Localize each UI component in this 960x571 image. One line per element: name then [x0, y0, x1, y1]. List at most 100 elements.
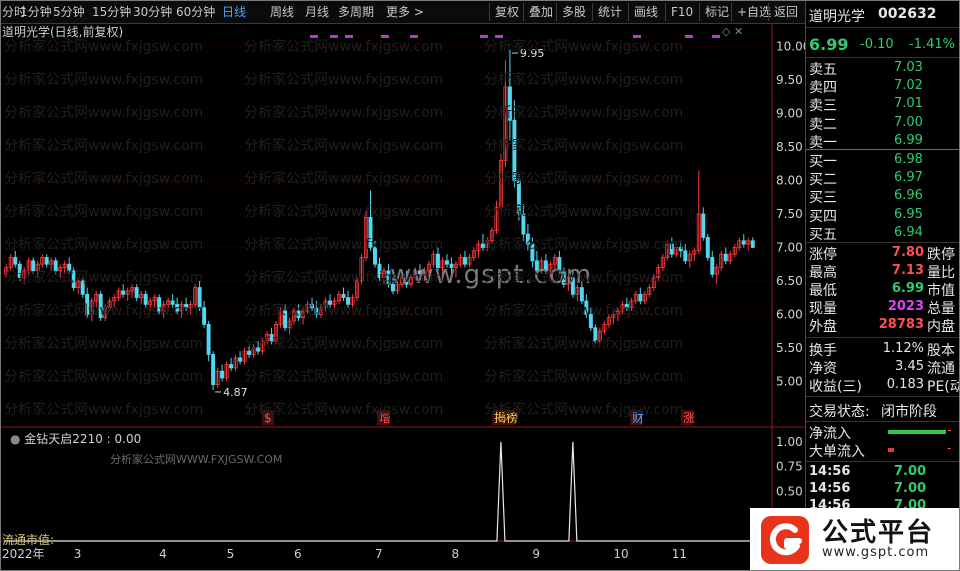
candle [723, 247, 728, 265]
candle [274, 321, 279, 345]
toolbar-button-2[interactable]: 多股 [562, 5, 587, 19]
faint-watermark: 分析家公式网www.fxjgsw.com [484, 336, 684, 352]
toolbar-button-0[interactable]: 复权 [495, 5, 520, 19]
candle [364, 210, 368, 261]
candle [660, 254, 665, 271]
candle [530, 237, 535, 268]
price-tick-label: 7.00 [776, 240, 803, 254]
stat-trail-label: 总量 [927, 301, 955, 317]
candle [701, 207, 706, 241]
candle [40, 254, 45, 268]
faint-watermark: 分析家公式网www.fxjgsw.com [4, 336, 204, 352]
candle [233, 354, 238, 372]
signal-marker [633, 35, 641, 38]
period-tab-3[interactable]: 15分钟 [92, 5, 132, 19]
faint-watermark: 分析家公式网www.fxjgsw.com [484, 204, 684, 220]
candle [323, 297, 328, 312]
divider [806, 421, 960, 422]
candle [431, 250, 436, 268]
candle [301, 307, 306, 325]
event-marker[interactable]: 揭榜 [492, 410, 518, 425]
candle [314, 300, 319, 318]
period-tab-0[interactable]: 分时 [2, 5, 27, 19]
candle [710, 250, 715, 278]
fund-value: 1.12% [882, 341, 924, 356]
signal-marker [410, 35, 418, 38]
fund-label: 换手 [809, 343, 837, 359]
main-chart[interactable]: 10.00 9.50 9.00 8.50 8.00 7.50 7.00 6.50 6.00 5.5… [0, 24, 805, 571]
candle [566, 274, 571, 291]
close-icon[interactable]: ✕ [733, 25, 744, 38]
candle [417, 264, 422, 278]
candle [458, 254, 463, 268]
candle [741, 234, 746, 248]
candle [391, 277, 395, 295]
faint-watermark: 分析家公式网www.fxjgsw.com [244, 39, 444, 55]
event-marker[interactable]: 涨 [681, 410, 695, 425]
period-tab-9[interactable]: 多周期 [338, 5, 375, 19]
indicator-dot-icon: ● [10, 432, 25, 446]
toolbar-button-3[interactable]: 统计 [598, 5, 623, 19]
candle [750, 237, 755, 249]
period-tab-1[interactable]: 1分钟 [20, 5, 52, 19]
event-marker[interactable]: $ [262, 410, 274, 425]
candle [35, 260, 40, 278]
event-marker[interactable]: 财 [630, 410, 644, 425]
period-tab-5[interactable]: 60分钟 [176, 5, 216, 19]
period-tab-4[interactable]: 30分钟 [133, 5, 173, 19]
candle [49, 257, 54, 271]
chart-option-icons[interactable]: ◇ ✕ [722, 25, 743, 38]
indicator-tick-label: 0.50 [776, 484, 803, 498]
indicator-title[interactable]: ● 金钻天启2210 : 0.00 [10, 432, 142, 446]
candle [206, 321, 211, 362]
diamond-icon[interactable]: ◇ [722, 25, 731, 38]
order-book-label: 卖一 [809, 134, 837, 151]
order-book-price: 6.97 [894, 170, 923, 186]
toolbar-button-5[interactable]: F10 [671, 5, 694, 19]
candle [638, 287, 643, 305]
order-book-label: 买五 [809, 226, 837, 243]
big-inflow-value: - [947, 441, 952, 455]
price-tick-label: 8.00 [776, 174, 803, 188]
date-axis-label: 4 [159, 547, 167, 561]
candle [467, 254, 472, 268]
date-axis-label: 10 [613, 547, 628, 561]
toolbar-button-6[interactable]: 标记 [705, 5, 730, 19]
logo-badge: 公式平台 www.gspt.com [750, 508, 960, 571]
toolbar-button-4[interactable]: 画线 [634, 5, 659, 19]
toolbar-button-8[interactable]: 返回 [774, 5, 799, 19]
bid-ask-divider [806, 149, 960, 150]
signal-marker [685, 35, 693, 38]
indicator-tick-label: 0.75 [776, 460, 803, 474]
event-marker[interactable]: 增 [377, 410, 391, 425]
period-tab-6[interactable]: 日线 [222, 5, 247, 19]
order-book-label: 买二 [809, 172, 837, 189]
stat-value: 6.99 [891, 281, 924, 296]
candle [251, 344, 256, 358]
candle [368, 190, 373, 251]
candle [746, 237, 751, 251]
candle [269, 327, 274, 345]
period-tab-10[interactable]: 更多 > [386, 5, 424, 19]
toolbar-button-7[interactable]: +自选 [737, 5, 772, 19]
period-tab-7[interactable]: 周线 [270, 5, 295, 19]
candle [449, 257, 454, 275]
candle [719, 250, 724, 271]
price-tick-label: 7.50 [776, 207, 803, 221]
quote-panel: 道明光学 002632 6.99 -0.10 -1.41% 卖五 7.03 卖四 7.02 卖三 7… [805, 0, 960, 571]
faint-watermark: 分析家公式网www.fxjgsw.com [244, 237, 444, 253]
candle [534, 250, 539, 278]
toolbar-divider [768, 3, 769, 21]
price-tick-label: 6.50 [776, 274, 803, 288]
price-tick-label: 9.00 [776, 107, 803, 121]
period-tab-8[interactable]: 月线 [305, 5, 330, 19]
toolbar-button-1[interactable]: 叠加 [529, 5, 554, 19]
faint-watermark: 分析家公式网www.fxjgsw.com [244, 204, 444, 220]
candle [579, 280, 584, 305]
candle [737, 237, 742, 251]
candle [561, 267, 566, 288]
candle [188, 300, 193, 315]
candle [116, 287, 121, 301]
period-tab-2[interactable]: 5分钟 [53, 5, 85, 19]
candle [8, 254, 13, 271]
